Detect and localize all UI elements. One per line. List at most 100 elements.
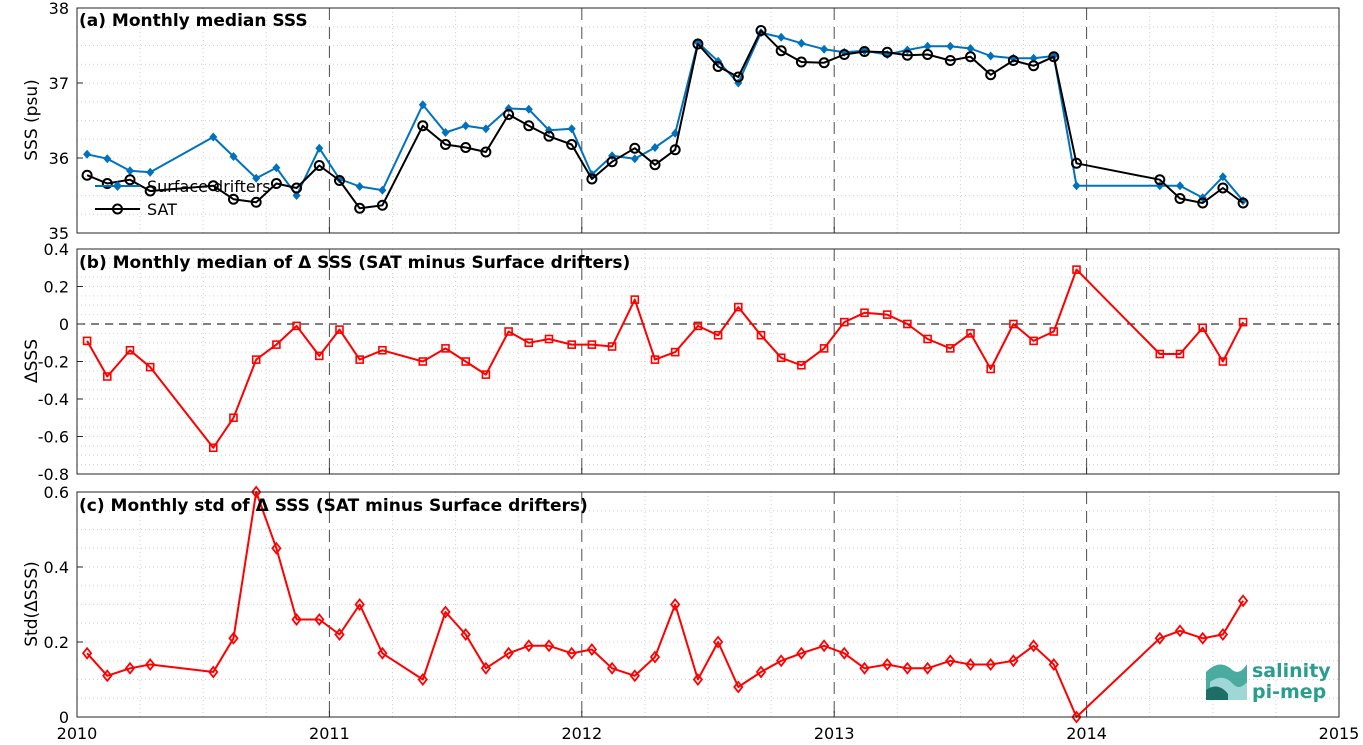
data-point bbox=[209, 132, 218, 142]
data-point bbox=[902, 661, 913, 675]
data-point bbox=[881, 46, 893, 58]
data-point bbox=[818, 639, 830, 653]
data-point bbox=[208, 443, 218, 453]
ytick-label: 0.4 bbox=[44, 558, 69, 577]
data-point bbox=[733, 302, 743, 312]
data-point bbox=[271, 541, 282, 555]
data-point bbox=[124, 661, 136, 675]
data-point bbox=[712, 61, 724, 72]
data-point bbox=[334, 628, 345, 641]
data-point bbox=[543, 639, 555, 653]
data-point bbox=[922, 661, 933, 675]
ytick-label: -0.6 bbox=[38, 428, 69, 447]
data-point bbox=[945, 654, 956, 668]
data-point bbox=[441, 344, 450, 353]
data-point bbox=[146, 167, 155, 177]
data-point bbox=[944, 55, 956, 66]
data-point bbox=[713, 330, 723, 340]
panel-a-monthly-median-sss: (a) Monthly median SSS SSS (psu) 3536373… bbox=[22, 0, 1340, 243]
data-point bbox=[923, 41, 932, 51]
data-point bbox=[566, 646, 577, 660]
data-point bbox=[229, 413, 238, 423]
panel-b-grid bbox=[76, 248, 1340, 475]
data-point bbox=[670, 598, 681, 611]
data-point bbox=[922, 49, 934, 60]
data-point bbox=[124, 174, 136, 186]
ytick-label: -0.4 bbox=[38, 390, 69, 409]
data-point bbox=[671, 128, 680, 138]
data-point bbox=[250, 196, 262, 208]
data-point bbox=[586, 643, 598, 656]
data-point bbox=[251, 355, 261, 364]
data-point bbox=[858, 46, 870, 57]
ytick-label: 0.4 bbox=[44, 240, 69, 259]
series-line-b bbox=[86, 268, 1244, 449]
data-point bbox=[1072, 265, 1081, 274]
data-point bbox=[481, 124, 490, 134]
data-point bbox=[207, 180, 219, 192]
data-point bbox=[1028, 639, 1039, 653]
ytick-label: -0.2 bbox=[38, 353, 69, 372]
data-point bbox=[649, 650, 661, 664]
panel-b-yticks: -0.8 -0.6 -0.4 -0.2 0 0.2 0.4 bbox=[38, 240, 1340, 484]
data-point bbox=[1072, 181, 1081, 191]
data-point bbox=[1237, 594, 1249, 608]
data-point bbox=[755, 25, 767, 36]
data-point bbox=[441, 128, 450, 137]
data-point bbox=[145, 362, 155, 372]
data-point bbox=[966, 329, 975, 338]
panel-a-yticks: 35 36 37 38 bbox=[49, 0, 1340, 243]
data-point bbox=[1197, 631, 1208, 645]
data-point bbox=[777, 32, 786, 42]
data-point bbox=[82, 336, 92, 346]
logo-line1: salinity bbox=[1252, 660, 1331, 682]
data-point bbox=[378, 345, 387, 355]
legend-sat: SAT bbox=[147, 200, 177, 219]
data-point bbox=[270, 178, 282, 189]
data-point bbox=[712, 635, 724, 649]
data-point bbox=[903, 319, 912, 329]
panel-c-series bbox=[81, 485, 1249, 724]
data-point bbox=[1175, 349, 1185, 359]
data-point bbox=[480, 661, 492, 675]
salinity-pi-mep-logo: salinity pi-mep bbox=[1206, 660, 1331, 703]
data-point bbox=[251, 485, 262, 499]
data-point bbox=[755, 665, 767, 679]
data-point bbox=[377, 646, 388, 660]
ytick-label: 36 bbox=[49, 149, 69, 168]
data-point bbox=[272, 340, 281, 349]
data-point bbox=[1218, 357, 1228, 366]
data-point bbox=[315, 351, 324, 361]
ytick-label: 0.6 bbox=[44, 483, 69, 502]
data-point bbox=[101, 178, 113, 189]
data-point bbox=[901, 49, 913, 61]
data-point bbox=[670, 347, 680, 357]
data-point bbox=[692, 673, 704, 686]
xtick-label: 2015 bbox=[1319, 724, 1360, 743]
data-point bbox=[756, 330, 766, 340]
data-point bbox=[418, 357, 428, 366]
data-point bbox=[775, 45, 787, 57]
data-point bbox=[503, 109, 515, 120]
data-point bbox=[354, 598, 365, 611]
data-point bbox=[81, 169, 93, 181]
data-point bbox=[291, 182, 303, 194]
data-point bbox=[606, 661, 618, 675]
data-point bbox=[440, 139, 452, 150]
data-point bbox=[795, 56, 807, 68]
panel-a-ylabel: SSS (psu) bbox=[22, 79, 42, 160]
data-point bbox=[692, 38, 704, 50]
data-point bbox=[946, 344, 955, 353]
data-point bbox=[460, 142, 472, 153]
data-point bbox=[523, 639, 534, 653]
data-point bbox=[418, 100, 427, 110]
data-point bbox=[732, 71, 744, 83]
data-point bbox=[964, 51, 976, 63]
ytick-label: 0 bbox=[59, 315, 69, 334]
data-point bbox=[693, 321, 703, 331]
data-point bbox=[125, 345, 135, 355]
data-point bbox=[1071, 157, 1083, 169]
data-point bbox=[607, 342, 617, 351]
data-point bbox=[252, 173, 261, 183]
